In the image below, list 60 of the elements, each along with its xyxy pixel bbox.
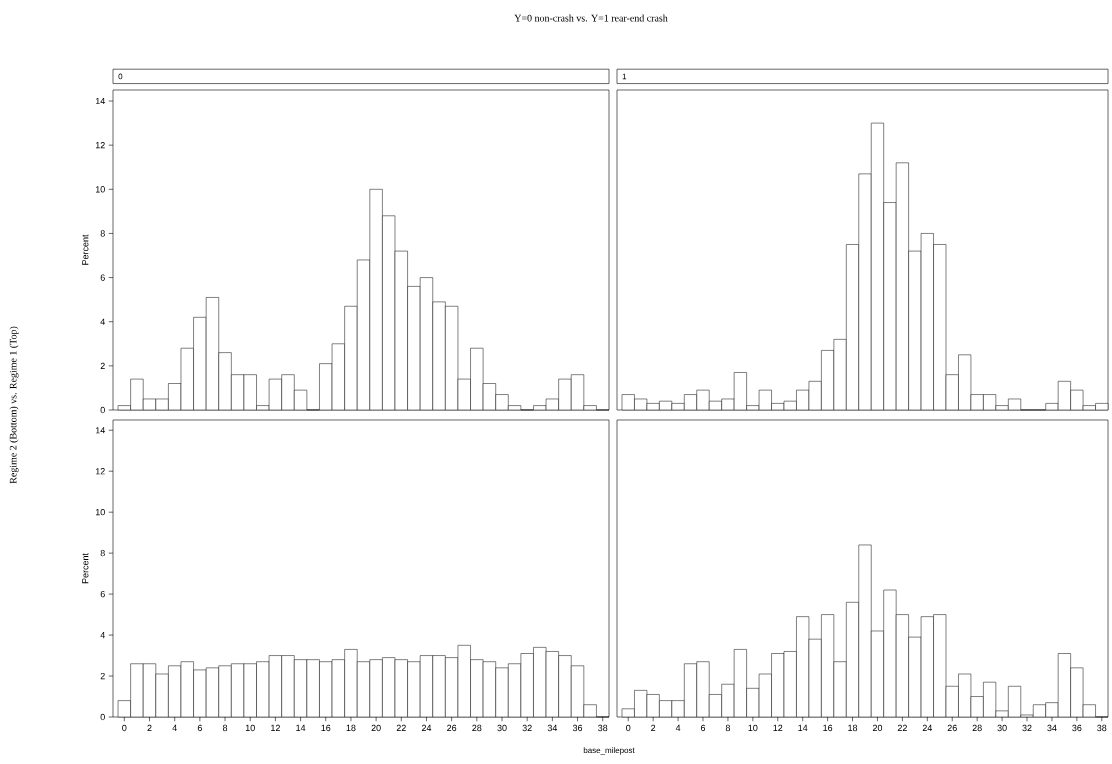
x-tick-label: 6 bbox=[700, 724, 706, 732]
y-tick-label: 2 bbox=[100, 672, 105, 680]
x-tick-label: 16 bbox=[823, 724, 833, 732]
x-tick-label: 14 bbox=[296, 724, 306, 731]
x-tick-label: 8 bbox=[725, 724, 731, 732]
x-tick-label: 34 bbox=[1047, 724, 1057, 732]
y-tick-label: 0 bbox=[100, 713, 105, 721]
y-tick-label: 8 bbox=[100, 549, 105, 557]
y-tick-label: 12 bbox=[95, 468, 105, 475]
x-tick-label: 36 bbox=[572, 724, 583, 732]
y-axis-title: Percent bbox=[82, 234, 89, 265]
y-tick-label: 2 bbox=[100, 362, 105, 369]
x-tick-label: 12 bbox=[773, 724, 783, 732]
x-tick-label: 2 bbox=[651, 724, 656, 732]
x-tick-label: 4 bbox=[172, 724, 177, 731]
y-tick-label: 14 bbox=[95, 427, 105, 434]
x-tick-label: 4 bbox=[675, 724, 681, 731]
x-tick-label: 26 bbox=[947, 724, 957, 732]
y-tick-label: 8 bbox=[100, 230, 105, 237]
y-tick-label: 4 bbox=[100, 318, 105, 325]
x-tick-label: 32 bbox=[522, 724, 532, 732]
x-tick-label: 22 bbox=[396, 724, 406, 732]
x-tick-label: 6 bbox=[197, 724, 202, 732]
x-tick-label: 24 bbox=[922, 724, 933, 732]
y-tick-label: 10 bbox=[95, 508, 105, 516]
x-tick-label: 8 bbox=[222, 724, 228, 732]
x-tick-label: 12 bbox=[271, 724, 280, 732]
x-tick-label: 22 bbox=[897, 724, 907, 732]
x-tick-label: 10 bbox=[748, 724, 758, 732]
text: Y=0 non-crash vs. Y=1 rear-end crash bbox=[514, 14, 668, 22]
x-tick-label: 10 bbox=[245, 724, 255, 732]
y-tick-label: 4 bbox=[100, 631, 105, 639]
y-tick-label: 10 bbox=[95, 186, 105, 193]
y-axis-title: Percent bbox=[82, 553, 89, 584]
y-tick-label: 14 bbox=[95, 97, 105, 105]
x-tick-label: 18 bbox=[346, 724, 356, 732]
x-tick-label: 34 bbox=[547, 724, 558, 732]
x-tick-label: 18 bbox=[848, 724, 858, 732]
x-tick-label: 0 bbox=[122, 724, 127, 732]
x-tick-label: 26 bbox=[447, 724, 457, 732]
y-tick-label: 6 bbox=[100, 274, 105, 281]
x-tick-label: 20 bbox=[371, 724, 381, 732]
x-tick-label: 2 bbox=[147, 724, 152, 732]
x-tick-label: 30 bbox=[497, 724, 507, 732]
x-tick-label: 0 bbox=[626, 724, 631, 732]
x-tick-label: 16 bbox=[321, 724, 331, 732]
x-tick-label: 14 bbox=[798, 724, 808, 731]
x-tick-label: 36 bbox=[1072, 724, 1082, 732]
x-tick-label: 32 bbox=[1022, 724, 1032, 732]
x-tick-label: 38 bbox=[598, 724, 608, 732]
text: Regime 2 (Bottom) vs. Regime 1 (Top) bbox=[9, 326, 19, 484]
x-tick-label: 28 bbox=[472, 724, 482, 732]
x-tick-label: 30 bbox=[997, 724, 1007, 732]
x-tick-label: 20 bbox=[872, 724, 883, 732]
x-tick-label: 28 bbox=[972, 724, 982, 732]
y-tick-label: 0 bbox=[100, 406, 105, 414]
x-tick-label: 38 bbox=[1097, 724, 1107, 732]
y-tick-label: 6 bbox=[100, 590, 105, 598]
x-tick-label: 24 bbox=[421, 724, 432, 732]
y-tick-label: 12 bbox=[95, 142, 105, 149]
